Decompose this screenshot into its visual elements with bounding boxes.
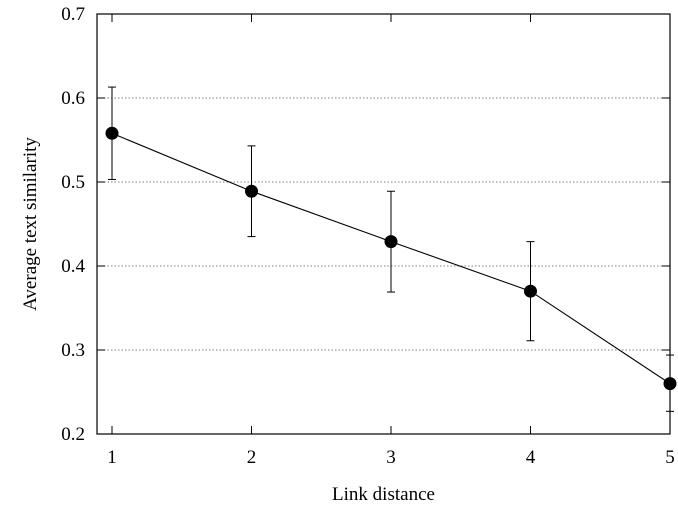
axis-ticks bbox=[97, 13, 671, 435]
x-axis-label: Link distance bbox=[332, 484, 435, 505]
series bbox=[105, 86, 677, 412]
plot-frame bbox=[96, 13, 671, 435]
data-point bbox=[245, 184, 258, 198]
y-tick-label: 0.6 bbox=[61, 88, 85, 109]
y-axis-label: Average text similarity bbox=[20, 137, 41, 311]
x-tick-label: 1 bbox=[107, 447, 117, 468]
data-point bbox=[105, 126, 119, 140]
grid-lines bbox=[97, 97, 670, 351]
y-tick-label: 0.4 bbox=[61, 256, 85, 277]
x-tick-label: 2 bbox=[247, 447, 257, 468]
x-tick-label: 3 bbox=[386, 447, 396, 468]
y-tick-label: 0.7 bbox=[61, 4, 85, 25]
tick-labels: 0.2 0.3 0.4 0.5 0.6 0.7 1 2 3 4 5 bbox=[61, 4, 675, 468]
x-tick-label: 5 bbox=[665, 447, 675, 468]
data-point bbox=[384, 235, 398, 249]
y-tick-label: 0.3 bbox=[61, 340, 85, 361]
data-point bbox=[524, 284, 537, 298]
x-tick-label: 4 bbox=[526, 447, 536, 468]
y-tick-label: 0.2 bbox=[61, 424, 85, 445]
y-tick-label: 0.5 bbox=[61, 172, 85, 193]
